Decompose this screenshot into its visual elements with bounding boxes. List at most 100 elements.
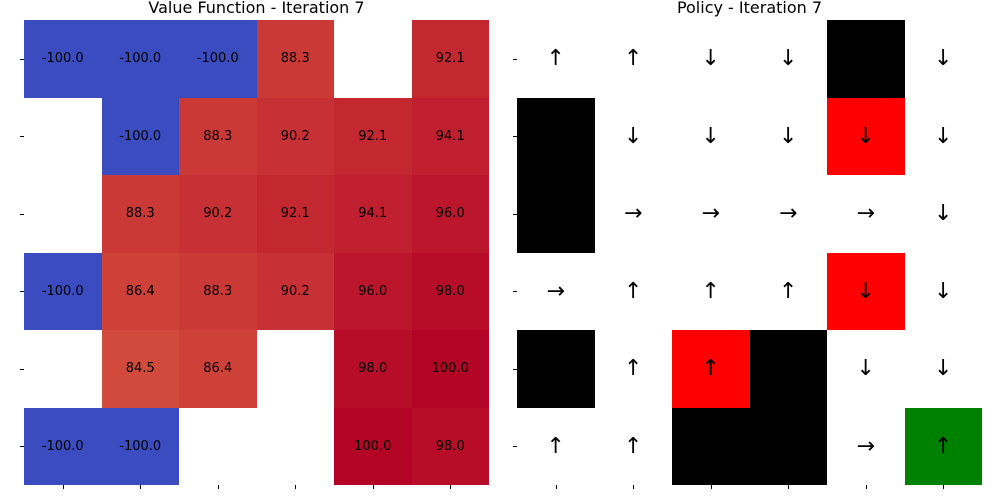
value-cell bbox=[24, 97, 102, 175]
policy-cell bbox=[827, 20, 905, 98]
policy-arrow-icon: ↓ bbox=[779, 46, 798, 72]
policy-arrow-icon: ↑ bbox=[624, 356, 643, 382]
policy-arrow-icon: ↓ bbox=[856, 356, 875, 382]
value-label: 92.1 bbox=[358, 128, 388, 144]
value-axis-x-tick bbox=[295, 485, 297, 489]
policy-arrow-icon: ↓ bbox=[701, 46, 720, 72]
policy-arrow-icon: → bbox=[856, 433, 875, 459]
policy-axis-x-tick bbox=[710, 485, 712, 489]
value-function-title: Value Function - Iteration 7 bbox=[148, 0, 365, 17]
value-cell: 92.1 bbox=[256, 175, 334, 253]
value-cell bbox=[179, 407, 257, 485]
value-label: 94.1 bbox=[358, 206, 388, 222]
policy-axis-y-tick bbox=[513, 213, 517, 215]
value-axis-y-tick bbox=[20, 136, 24, 138]
value-cell: 92.1 bbox=[411, 20, 489, 98]
value-cell bbox=[334, 20, 412, 98]
policy-axis-x-tick bbox=[633, 485, 635, 489]
policy-cell: ↓ bbox=[827, 97, 905, 175]
policy-arrow-icon: ↓ bbox=[779, 123, 798, 149]
value-label: -100.0 bbox=[119, 438, 162, 454]
policy-arrow-icon: ↓ bbox=[624, 123, 643, 149]
policy-cell: ↓ bbox=[749, 97, 827, 175]
value-cell: 84.5 bbox=[101, 330, 179, 408]
value-cell bbox=[256, 330, 334, 408]
value-axis-x-tick bbox=[372, 485, 374, 489]
policy-arrow-icon: ↑ bbox=[546, 46, 565, 72]
policy-arrow-icon: → bbox=[779, 201, 798, 227]
value-cell: 96.0 bbox=[334, 252, 412, 330]
value-cell: 98.0 bbox=[411, 407, 489, 485]
value-label: 88.3 bbox=[280, 51, 310, 67]
policy-arrow-icon: ↓ bbox=[934, 278, 953, 304]
value-cell: 88.3 bbox=[179, 252, 257, 330]
value-cell: -100.0 bbox=[24, 407, 102, 485]
value-cell: -100.0 bbox=[101, 20, 179, 98]
policy-cell: ↑ bbox=[594, 252, 672, 330]
value-cell: -100.0 bbox=[179, 20, 257, 98]
value-label: -100.0 bbox=[119, 128, 162, 144]
policy-title: Policy - Iteration 7 bbox=[676, 0, 823, 17]
value-cell bbox=[24, 175, 102, 253]
policy-arrow-icon: → bbox=[856, 201, 875, 227]
policy-arrow-icon: ↑ bbox=[934, 433, 953, 459]
value-cell: 86.4 bbox=[179, 330, 257, 408]
value-cell: 94.1 bbox=[334, 175, 412, 253]
value-label: 84.5 bbox=[125, 361, 155, 377]
policy-arrow-icon: ↓ bbox=[701, 123, 720, 149]
value-label: 86.4 bbox=[125, 283, 155, 299]
value-label: 90.2 bbox=[280, 283, 310, 299]
policy-cell: → bbox=[827, 407, 905, 485]
policy-arrow-icon: ↓ bbox=[856, 123, 875, 149]
policy-arrow-icon: → bbox=[624, 201, 643, 227]
value-label: -100.0 bbox=[41, 283, 84, 299]
policy-cell: ↑ bbox=[517, 407, 595, 485]
policy-arrow-icon: → bbox=[546, 278, 565, 304]
policy-arrow-icon: ↓ bbox=[934, 46, 953, 72]
policy-cell: → bbox=[517, 252, 595, 330]
policy-cell: → bbox=[672, 175, 750, 253]
policy-grid: ↑ ↑ ↓ ↓ ↓ ↓ ↓ ↓ ↓ ↓ → → → → ↓ → ↑ ↑ ↑ ↓ ↓ ↑ ↑ ↓ ↓ ↑ ↑ → ↑ bbox=[517, 20, 982, 485]
value-cell: 86.4 bbox=[101, 252, 179, 330]
value-axis-x-tick bbox=[217, 485, 219, 489]
value-label: 98.0 bbox=[358, 361, 388, 377]
value-label: 98.0 bbox=[435, 283, 465, 299]
policy-cell bbox=[672, 407, 750, 485]
value-label: 86.4 bbox=[203, 361, 233, 377]
policy-axis-y-tick bbox=[513, 58, 517, 60]
policy-cell: → bbox=[827, 175, 905, 253]
value-cell: 90.2 bbox=[179, 175, 257, 253]
policy-axis-y-tick bbox=[513, 446, 517, 448]
policy-cell: ↑ bbox=[749, 252, 827, 330]
value-label: 88.3 bbox=[125, 206, 155, 222]
value-cell: -100.0 bbox=[24, 252, 102, 330]
value-label: 94.1 bbox=[435, 128, 465, 144]
policy-cell: ↑ bbox=[672, 330, 750, 408]
value-cell: 98.0 bbox=[411, 252, 489, 330]
value-axis-y-tick bbox=[20, 446, 24, 448]
value-cell: 88.3 bbox=[101, 175, 179, 253]
value-label: 90.2 bbox=[203, 206, 233, 222]
value-label: 98.0 bbox=[435, 438, 465, 454]
value-axis-x-tick bbox=[140, 485, 142, 489]
policy-arrow-icon: ↓ bbox=[934, 123, 953, 149]
policy-arrow-icon: ↑ bbox=[701, 356, 720, 382]
value-label: 88.3 bbox=[203, 283, 233, 299]
value-label: -100.0 bbox=[41, 51, 84, 67]
policy-cell: ↓ bbox=[749, 20, 827, 98]
policy-cell: → bbox=[749, 175, 827, 253]
policy-arrow-icon: ↑ bbox=[624, 433, 643, 459]
value-label: 90.2 bbox=[280, 128, 310, 144]
policy-arrow-icon: → bbox=[701, 201, 720, 227]
value-label: 92.1 bbox=[435, 51, 465, 67]
policy-cell: ↑ bbox=[594, 407, 672, 485]
policy-cell bbox=[517, 175, 595, 253]
policy-axis-x-tick bbox=[788, 485, 790, 489]
value-label: -100.0 bbox=[196, 51, 239, 67]
policy-arrow-icon: ↓ bbox=[934, 356, 953, 382]
value-label: 96.0 bbox=[435, 206, 465, 222]
value-cell: -100.0 bbox=[101, 407, 179, 485]
policy-cell: ↑ bbox=[517, 20, 595, 98]
policy-arrow-icon: ↑ bbox=[624, 278, 643, 304]
value-label: -100.0 bbox=[41, 438, 84, 454]
